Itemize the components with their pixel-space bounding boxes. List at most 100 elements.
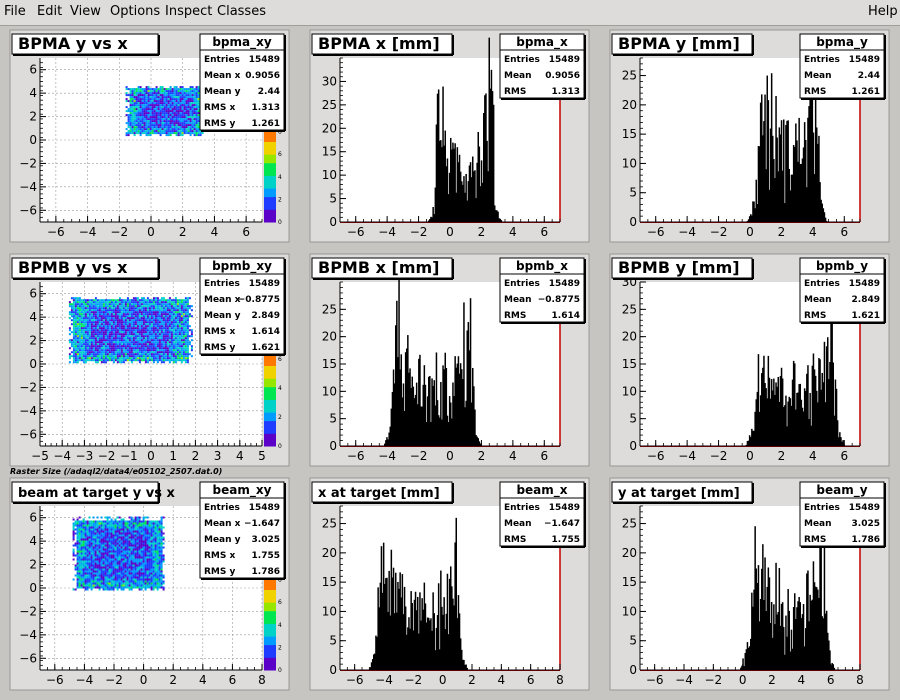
heatmap-cell	[186, 355, 189, 358]
heatmap-cell	[98, 582, 101, 585]
heatmap-cell	[86, 307, 89, 310]
heatmap-cell	[124, 325, 127, 328]
heatmap-cell	[182, 305, 185, 308]
heatmap-cell	[167, 128, 170, 131]
heatmap-cell	[102, 333, 105, 336]
heatmap-cell	[170, 323, 173, 326]
heatmap-cell	[152, 357, 155, 360]
heatmap-cell	[170, 325, 173, 328]
heatmap-cell	[183, 94, 186, 97]
heatmap-cell	[170, 357, 173, 360]
heatmap-cell	[178, 339, 181, 342]
heatmap-cell	[152, 317, 155, 320]
heatmap-cell	[76, 351, 79, 354]
heatmap-cell	[78, 327, 81, 330]
heatmap-cell	[118, 343, 121, 346]
heatmap-cell	[86, 552, 89, 555]
heatmap-cell	[116, 542, 119, 545]
heatmap-cell	[142, 321, 145, 324]
heatmap-cell	[163, 96, 166, 99]
menu-file[interactable]: File	[4, 4, 26, 19]
heatmap-cell	[133, 112, 136, 115]
histogram-bins	[428, 37, 503, 223]
x-tick-label: 0	[746, 225, 754, 239]
histogram-bin	[499, 218, 501, 222]
heatmap-cell	[72, 309, 75, 312]
stats-value: 1.621	[252, 343, 280, 353]
heatmap-cell	[125, 122, 128, 125]
heatmap-cell	[152, 355, 155, 358]
histogram-bin	[754, 411, 756, 446]
heatmap-cell	[94, 317, 97, 320]
histogram-bin	[781, 170, 784, 222]
heatmap-cell	[90, 305, 93, 308]
heatmap-cell	[174, 331, 177, 334]
heatmap-cell	[143, 118, 146, 121]
heatmap-cell	[82, 345, 85, 348]
heatmap-cell	[118, 522, 121, 525]
heatmap-cell	[82, 556, 85, 559]
heatmap-cell	[96, 526, 99, 529]
heatmap-cell	[118, 550, 121, 553]
heatmap-cell	[106, 357, 109, 360]
heatmap-cell	[169, 132, 172, 135]
heatmap-cell	[90, 568, 93, 571]
heatmap-cell	[98, 307, 101, 310]
heatmap-cell	[110, 355, 113, 358]
heatmap-cell	[106, 528, 109, 531]
heatmap-cell	[145, 108, 148, 111]
heatmap-cell	[141, 130, 144, 133]
heatmap-cell	[76, 301, 79, 304]
heatmap-cell	[163, 106, 166, 109]
heatmap-cell	[82, 564, 85, 567]
heatmap-cell	[151, 88, 154, 91]
heatmap-cell	[125, 88, 128, 91]
heatmap-cell	[96, 343, 99, 346]
heatmap-cell	[88, 331, 91, 334]
heatmap-cell	[149, 110, 152, 113]
heatmap-cell	[100, 558, 103, 561]
heatmap-cell	[143, 128, 146, 131]
heatmap-cell	[86, 546, 89, 549]
heatmap-cell	[106, 546, 109, 549]
heatmap-cell	[92, 550, 95, 553]
heatmap-cell	[129, 94, 132, 97]
heatmap-cell	[92, 576, 95, 579]
heatmap-cell	[88, 319, 91, 322]
menu-classes[interactable]: Classes	[217, 4, 266, 19]
heatmap-cell	[110, 329, 113, 332]
heatmap-cell	[108, 532, 111, 535]
heatmap-cell	[147, 126, 150, 129]
menu-inspect[interactable]: Inspect	[165, 4, 213, 19]
heatmap-cell	[108, 554, 111, 557]
heatmap-cell	[112, 309, 115, 312]
heatmap-cell	[108, 335, 111, 338]
histogram-bin	[813, 369, 816, 446]
menu-options[interactable]: Options	[110, 4, 161, 19]
heatmap-cell	[120, 544, 123, 547]
heatmap-cell	[168, 337, 171, 340]
heatmap-cell	[86, 562, 89, 565]
heatmap-cell	[136, 337, 139, 340]
heatmap-cell	[139, 92, 142, 95]
heatmap-cell	[130, 317, 133, 320]
heatmap-cell	[104, 532, 107, 535]
menu-view[interactable]: View	[70, 4, 101, 19]
menu-edit[interactable]: Edit	[37, 4, 63, 19]
heatmap-cell	[163, 100, 166, 103]
heatmap-cell	[80, 321, 83, 324]
heatmap-cell	[180, 307, 183, 310]
heatmap-cell	[86, 574, 89, 577]
heatmap-cell	[133, 94, 136, 97]
heatmap-cell	[120, 319, 123, 322]
menu-help[interactable]: Help	[868, 4, 898, 19]
heatmap-cell	[182, 341, 185, 344]
